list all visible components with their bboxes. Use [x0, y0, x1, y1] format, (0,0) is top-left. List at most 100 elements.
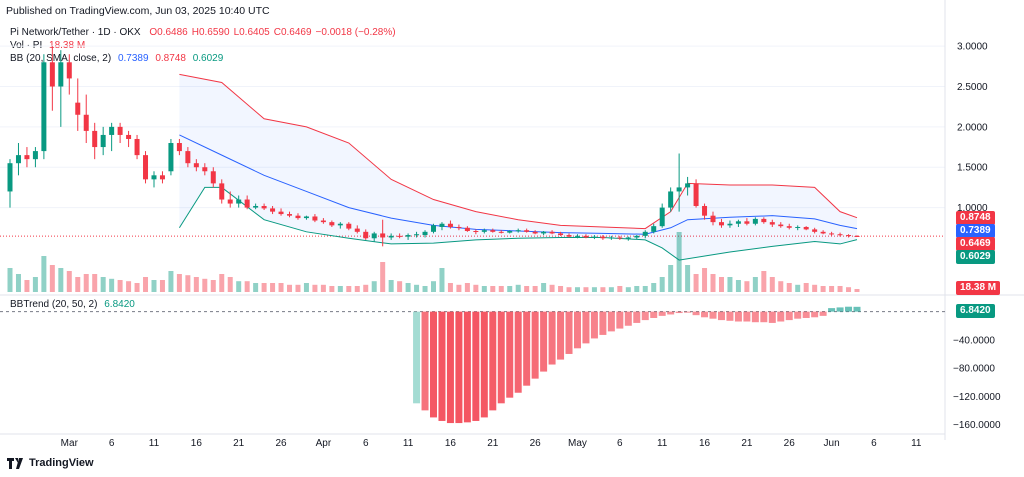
- bbtrend-bar: [463, 311, 471, 423]
- volume-bar: [710, 274, 716, 292]
- candle-body: [202, 167, 208, 172]
- bbtrend-tick-label: −40.0000: [953, 335, 995, 346]
- bbtrend-bar: [641, 311, 649, 321]
- bbtrend-bar: [751, 311, 759, 323]
- volume-bar: [752, 277, 758, 292]
- candle-body: [287, 214, 293, 216]
- candle-body: [303, 216, 309, 219]
- volume-bar: [473, 284, 479, 292]
- bbtrend-tick-label: −120.0000: [953, 392, 1001, 403]
- candle-body: [210, 171, 216, 184]
- candle-body: [685, 183, 691, 188]
- candle-body: [854, 235, 860, 237]
- volume-legend-label[interactable]: Vol · PI: [10, 40, 43, 51]
- price-tag: 18.38 M: [956, 281, 1001, 295]
- candle-body: [388, 235, 394, 238]
- volume-bar: [820, 286, 826, 292]
- volume-bar: [676, 232, 682, 292]
- volume-bar: [769, 277, 775, 292]
- candle-body: [795, 226, 801, 228]
- volume-bar: [464, 283, 470, 292]
- time-tick-label: May: [568, 438, 587, 449]
- volume-bar: [668, 265, 674, 292]
- bbtrend-bar: [811, 311, 819, 318]
- price-tick-label: 1.0000: [957, 203, 988, 214]
- bb-lower-value: 0.6029: [192, 53, 224, 64]
- candle-body: [329, 222, 335, 226]
- symbol-title[interactable]: Pi Network/Tether · 1D · OKX: [10, 27, 141, 38]
- candle-body: [524, 230, 530, 232]
- candle-body: [75, 102, 81, 115]
- volume-bar: [329, 286, 335, 292]
- candle-body: [49, 62, 55, 87]
- candle-body: [769, 222, 775, 225]
- price-tag: 0.7389: [956, 223, 995, 238]
- candle-body: [176, 143, 182, 152]
- bbtrend-bar: [413, 311, 421, 404]
- candle-body: [41, 62, 47, 152]
- volume-bar: [778, 281, 784, 292]
- volume-bar: [718, 277, 724, 292]
- volume-bar: [591, 287, 597, 292]
- tradingview-logo-text: TradingView: [29, 457, 94, 469]
- candle-body: [617, 237, 623, 239]
- candle-body: [312, 216, 318, 221]
- price-tick-label: 2.5000: [957, 82, 988, 93]
- volume-bar: [143, 277, 149, 292]
- candle-body: [371, 233, 377, 239]
- candle-body: [515, 230, 521, 232]
- volume-bar: [744, 281, 750, 292]
- bbtrend-tick-label: −80.0000: [953, 364, 995, 375]
- candle-body: [507, 231, 513, 233]
- tradingview-brand[interactable]: TradingView: [7, 457, 94, 469]
- bbtrend-bar: [472, 311, 480, 421]
- candle-body: [422, 231, 428, 236]
- volume-bar: [100, 277, 106, 292]
- volume-bar: [837, 286, 843, 292]
- volume-bar: [270, 283, 276, 292]
- bbtrend-bar: [557, 311, 565, 360]
- volume-bar: [439, 268, 445, 292]
- candle-body: [66, 62, 72, 79]
- volume-bar: [456, 284, 462, 292]
- volume-bar: [634, 286, 640, 292]
- volume-bar: [210, 280, 216, 292]
- bbtrend-legend-label[interactable]: BBTrend (20, 50, 2): [10, 299, 98, 310]
- ohlc-close: C0.6469: [273, 27, 312, 38]
- volume-bar: [524, 286, 530, 292]
- time-tick-label: 11: [149, 438, 160, 449]
- candle-body: [532, 231, 538, 234]
- volume-bar: [312, 284, 318, 292]
- time-tick-label: Apr: [316, 438, 332, 449]
- candle-body: [447, 223, 453, 227]
- volume-bar: [151, 280, 157, 292]
- candle-body: [676, 187, 682, 192]
- candle-body: [541, 231, 547, 234]
- volume-bar: [431, 281, 436, 292]
- candle-body: [219, 183, 225, 200]
- volume-bar: [447, 283, 453, 292]
- candle-body: [236, 199, 242, 204]
- candle-body: [642, 231, 648, 236]
- candle-body: [320, 220, 326, 223]
- volume-bar: [346, 286, 352, 292]
- bbtrend-bar: [734, 311, 742, 322]
- volume-bar: [219, 274, 225, 292]
- bbtrend-bar: [548, 311, 556, 365]
- candlesticks: [7, 46, 860, 247]
- candle-body: [558, 233, 564, 236]
- volume-bar: [354, 286, 360, 292]
- volume-bar: [371, 281, 377, 292]
- candle-body: [693, 183, 699, 206]
- bbtrend-bar: [446, 311, 454, 424]
- volume-bar: [32, 277, 38, 292]
- time-tick-label: 16: [699, 438, 711, 449]
- candle-body: [651, 226, 657, 232]
- candle-body: [583, 235, 589, 238]
- volume-bar: [735, 280, 741, 292]
- candle-body: [473, 231, 479, 233]
- candle-body: [591, 236, 597, 238]
- bbtrend-bar: [421, 311, 429, 411]
- price-tag: 0.6029: [956, 249, 995, 264]
